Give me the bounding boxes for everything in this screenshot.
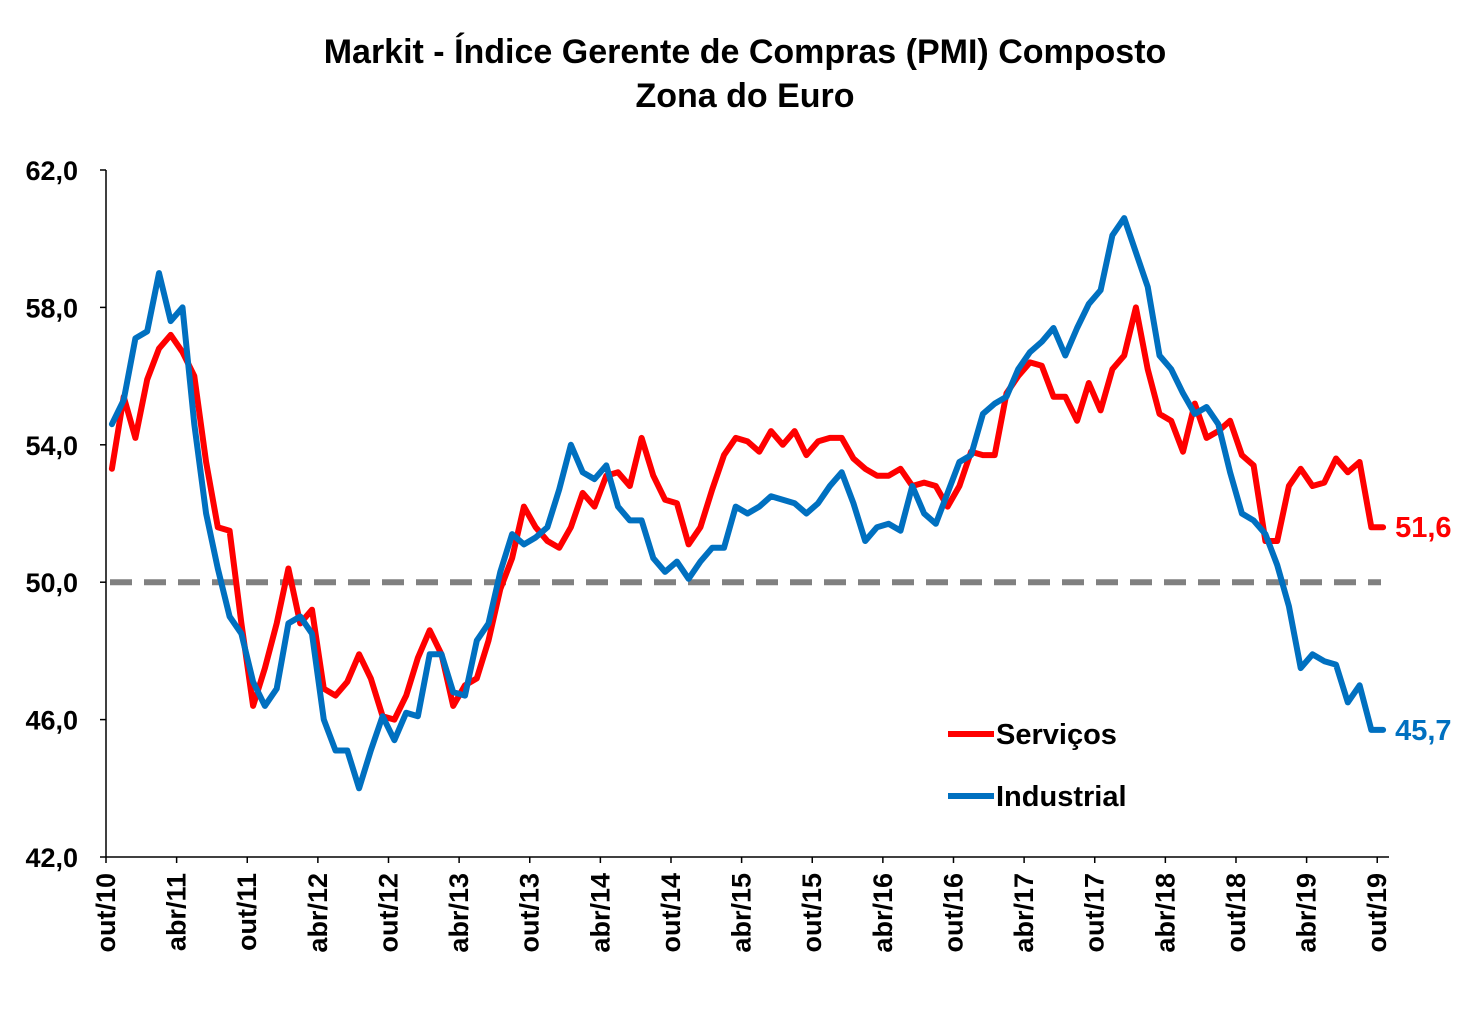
y-tick-label: 46,0 xyxy=(25,706,78,736)
x-tick-label: out/19 xyxy=(1362,873,1392,953)
x-tick-label: abr/16 xyxy=(868,873,898,953)
x-tick-label: out/14 xyxy=(656,873,686,953)
end-value-label: 51,6 xyxy=(1395,512,1451,544)
chart-title: Markit - Índice Gerente de Compras (PMI)… xyxy=(0,30,1475,118)
chart-subtitle: Zona do Euro xyxy=(635,77,855,115)
series-line-servicos xyxy=(108,304,1387,723)
end-value-label: 45,7 xyxy=(1395,715,1451,747)
y-tick-label: 62,0 xyxy=(25,156,78,186)
x-tick-label: abr/19 xyxy=(1292,873,1322,953)
x-tick-label: out/12 xyxy=(373,873,403,953)
x-tick-label: out/15 xyxy=(797,873,827,953)
x-tick-label: abr/17 xyxy=(1009,873,1039,953)
y-tick-label: 42,0 xyxy=(25,843,78,873)
chart-title-line: Markit - Índice Gerente de Compras (PMI)… xyxy=(323,33,1167,71)
x-tick-label: abr/15 xyxy=(727,873,757,953)
x-tick-label: out/10 xyxy=(91,873,121,953)
x-tick-label: out/11 xyxy=(232,873,262,951)
x-tick-label: out/17 xyxy=(1080,873,1110,953)
y-tick-label: 58,0 xyxy=(25,293,78,323)
x-tick-label: abr/12 xyxy=(303,873,333,953)
legend-label: Industrial xyxy=(996,781,1127,813)
x-tick-label: abr/18 xyxy=(1150,873,1180,953)
x-tick-label: out/16 xyxy=(938,873,968,953)
x-tick-label: abr/13 xyxy=(444,873,474,953)
x-tick-label: out/18 xyxy=(1221,873,1251,953)
x-tick-label: abr/11 xyxy=(162,873,192,951)
y-tick-label: 54,0 xyxy=(25,431,78,461)
legend-label: Serviços xyxy=(996,719,1117,751)
x-tick-label: abr/14 xyxy=(585,873,615,953)
series-line-industrial xyxy=(108,215,1387,792)
x-tick-label: out/13 xyxy=(515,873,545,953)
y-tick-label: 50,0 xyxy=(25,568,78,598)
